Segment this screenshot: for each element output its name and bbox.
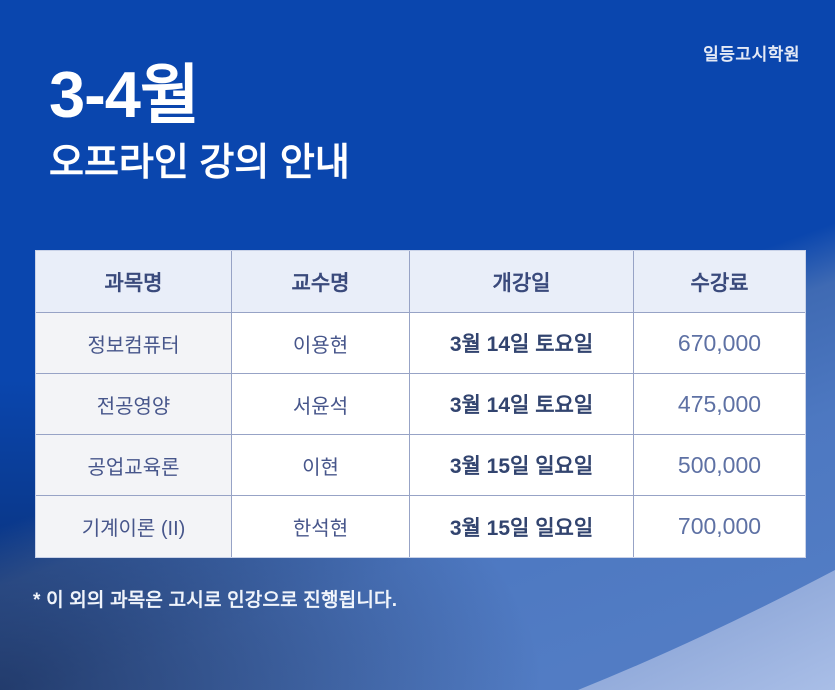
table-cell-subject: 공업교육론 bbox=[36, 435, 232, 496]
table-header-startdate: 개강일 bbox=[410, 251, 634, 313]
table-cell-professor: 한석현 bbox=[232, 496, 410, 557]
table-header-professor: 교수명 bbox=[232, 251, 410, 313]
table-header-fee: 수강료 bbox=[634, 251, 805, 313]
table-cell-professor: 이현 bbox=[232, 435, 410, 496]
table-cell-subject: 정보컴퓨터 bbox=[36, 313, 232, 374]
brand-logo: 일등고시학원 bbox=[703, 45, 800, 64]
table-cell-fee: 500,000 bbox=[634, 435, 805, 496]
footnote: * 이 외의 과목은 고시로 인강으로 진행됩니다. bbox=[33, 590, 398, 611]
table-cell-start-date: 3월 14일 토요일 bbox=[410, 374, 634, 435]
table-cell-start-date: 3월 15일 일요일 bbox=[410, 435, 634, 496]
table-cell-subject: 기계이론 (II) bbox=[36, 496, 232, 557]
page-title: 3-4월 bbox=[49, 58, 200, 131]
table-cell-start-date: 3월 14일 토요일 bbox=[410, 313, 634, 374]
table-cell-start-date: 3월 15일 일요일 bbox=[410, 496, 634, 557]
table-cell-fee: 475,000 bbox=[634, 374, 805, 435]
title-block: 3-4월 오프라인 강의 안내 bbox=[49, 58, 350, 185]
table-cell-professor: 서윤석 bbox=[232, 374, 410, 435]
page-subtitle: 오프라인 강의 안내 bbox=[49, 142, 350, 185]
table-header-subject: 과목명 bbox=[36, 251, 232, 313]
course-table: 과목명 교수명 개강일 수강료 정보컴퓨터 이용현 3월 14일 토요일 670,00… bbox=[35, 250, 806, 558]
table-cell-fee: 670,000 bbox=[634, 313, 805, 374]
table-cell-subject: 전공영양 bbox=[36, 374, 232, 435]
table-cell-fee: 700,000 bbox=[634, 496, 805, 557]
table-cell-professor: 이용현 bbox=[232, 313, 410, 374]
